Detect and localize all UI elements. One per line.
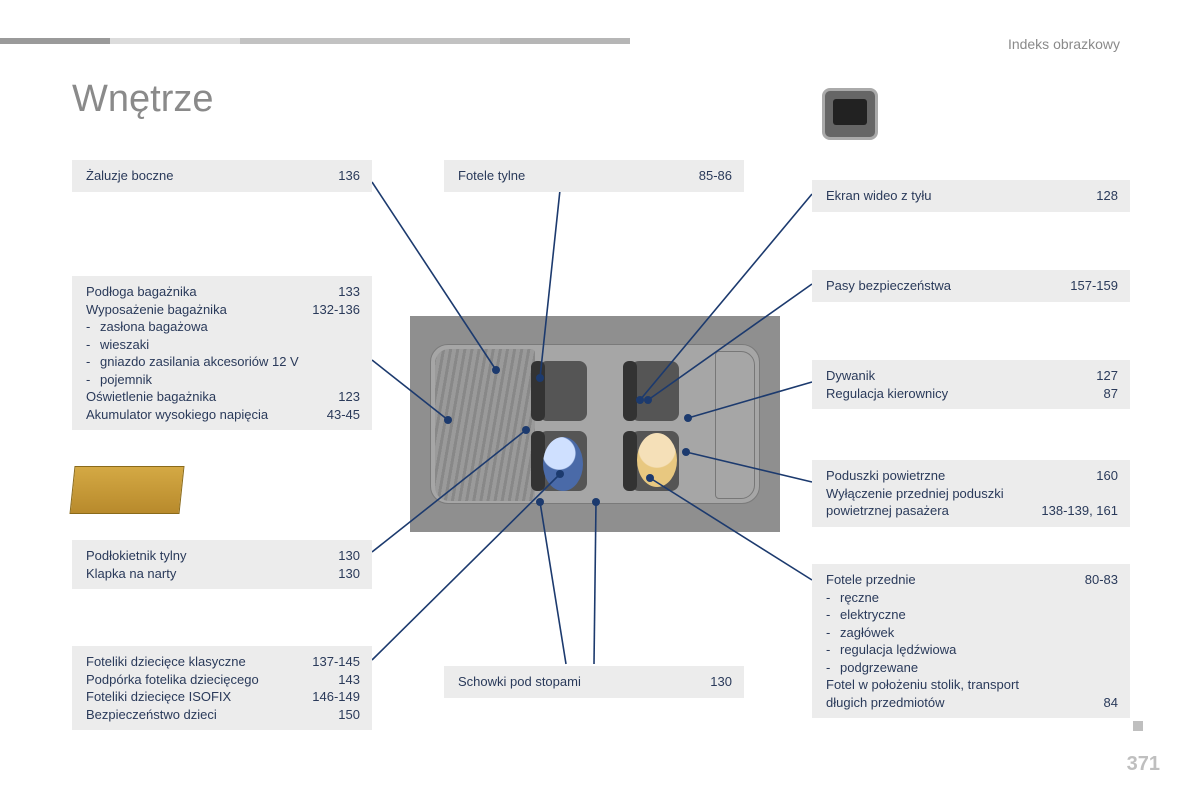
index-row: Foteliki dziecięce klasyczne137-145 [86,653,360,671]
index-page-ref: 146-149 [300,688,360,706]
header-section-label: Indeks obrazkowy [1008,36,1120,52]
index-box-b_poduszki: Poduszki powietrzne160Wyłączenie przedni… [812,460,1130,527]
battery-icon [69,466,184,514]
index-subitem: ręczne [826,589,1118,607]
index-row: Podłokietnik tylny130 [86,547,360,565]
index-label: Foteliki dziecięce klasyczne [86,653,300,671]
index-box-b_dzieci: Foteliki dziecięce klasyczne137-145Podpó… [72,646,372,730]
index-row: Dywanik127 [826,367,1118,385]
index-page-ref: 133 [300,283,360,301]
index-page-ref: 132-136 [300,301,360,319]
index-box-b_ekran: Ekran wideo z tyłu128 [812,180,1130,212]
index-row: Regulacja kierownicy87 [826,385,1118,403]
index-label: Ekran wideo z tyłu [826,187,1058,205]
index-row: Poduszki powietrzne160 [826,467,1118,485]
index-label: Pasy bezpieczeństwa [826,277,1058,295]
index-page-ref: 130 [672,673,732,691]
index-label: Podłokietnik tylny [86,547,300,565]
index-page-ref: 130 [300,565,360,583]
index-page-ref: 143 [300,671,360,689]
index-label: Poduszki powietrzne [826,467,1058,485]
index-label: Schowki pod stopami [458,673,672,691]
index-box-b_podl: Podłokietnik tylny130Klapka na narty130 [72,540,372,589]
index-page-ref: 160 [1058,467,1118,485]
index-label: Fotel w położeniu stolik, transport dług… [826,676,1118,711]
index-row: Oświetlenie bagażnika123 [86,388,360,406]
index-label: Dywanik [826,367,1058,385]
index-subitem: elektryczne [826,606,1118,624]
index-label: Foteliki dziecięce ISOFIX [86,688,300,706]
index-box-b_dywanik: Dywanik127Regulacja kierownicy87 [812,360,1130,409]
index-row: Wyłączenie przedniej poduszki powietrzne… [826,485,1118,520]
index-row: Wyposażenie bagażnika132-136 [86,301,360,319]
index-label: Klapka na narty [86,565,300,583]
index-page-ref: 43-45 [300,406,360,424]
page-title: Wnętrze [72,78,213,121]
index-page-ref: 123 [300,388,360,406]
index-row: Podłoga bagażnika133 [86,283,360,301]
index-subitem: zagłówek [826,624,1118,642]
index-page-ref: 85-86 [672,167,732,185]
index-subitem: zasłona bagażowa [86,318,360,336]
index-page-ref: 87 [1058,385,1118,403]
index-label: Żaluzje boczne [86,167,300,185]
index-box-b_schowki: Schowki pod stopami130 [444,666,744,698]
index-subitem: podgrzewane [826,659,1118,677]
index-row: Fotele przednie80-83 [826,571,1118,589]
index-label: Fotele przednie [826,571,1058,589]
index-page-ref: 84 [1104,694,1118,712]
index-subitem: gniazdo zasilania akcesoriów 12 V [86,353,360,371]
car-top-view-diagram [410,316,780,532]
index-page-ref: 150 [300,706,360,724]
index-label: Wyposażenie bagażnika [86,301,300,319]
index-row: Żaluzje boczne136 [86,167,360,185]
index-box-b_przednie: Fotele przednie80-83ręczneelektrycznezag… [812,564,1130,718]
index-row: Klapka na narty130 [86,565,360,583]
index-label: Regulacja kierownicy [826,385,1058,403]
rear-screen-icon [822,88,878,140]
index-row: Schowki pod stopami130 [458,673,732,691]
index-page-ref: 157-159 [1058,277,1118,295]
index-box-b_zal: Żaluzje boczne136 [72,160,372,192]
index-box-b_pasy: Pasy bezpieczeństwa157-159 [812,270,1130,302]
index-label: Podpórka fotelika dziecięcego [86,671,300,689]
index-box-b_bag: Podłoga bagażnika133Wyposażenie bagażnik… [72,276,372,430]
index-page-ref: 138-139, 161 [1041,502,1118,520]
decorative-top-bar [0,38,630,44]
index-box-b_fot_tyl: Fotele tylne85-86 [444,160,744,192]
index-page-ref: 128 [1058,187,1118,205]
index-row: Fotel w położeniu stolik, transport dług… [826,676,1118,711]
index-row: Podpórka fotelika dziecięcego143 [86,671,360,689]
index-page-ref: 80-83 [1058,571,1118,589]
index-row: Pasy bezpieczeństwa157-159 [826,277,1118,295]
index-page-ref: 130 [300,547,360,565]
index-row: Fotele tylne85-86 [458,167,732,185]
index-page-ref: 127 [1058,367,1118,385]
index-label: Oświetlenie bagażnika [86,388,300,406]
page-number: 371 [1127,721,1160,776]
index-row: Ekran wideo z tyłu128 [826,187,1118,205]
index-page-ref: 137-145 [300,653,360,671]
index-label: Podłoga bagażnika [86,283,300,301]
index-row: Akumulator wysokiego napięcia43-45 [86,406,360,424]
index-page-ref: 136 [300,167,360,185]
index-subitem: regulacja lędźwiowa [826,641,1118,659]
index-row: Bezpieczeństwo dzieci150 [86,706,360,724]
index-subitem: pojemnik [86,371,360,389]
index-label: Fotele tylne [458,167,672,185]
index-subitem: wieszaki [86,336,360,354]
index-row: Foteliki dziecięce ISOFIX146-149 [86,688,360,706]
index-label: Akumulator wysokiego napięcia [86,406,300,424]
index-label: Bezpieczeństwo dzieci [86,706,300,724]
